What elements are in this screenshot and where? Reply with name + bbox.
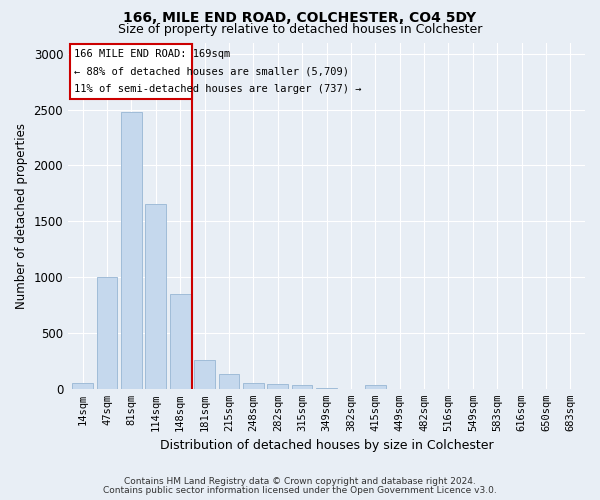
Text: 11% of semi-detached houses are larger (737) →: 11% of semi-detached houses are larger (… [74,84,362,94]
Bar [218,374,239,389]
Bar [121,112,142,389]
Y-axis label: Number of detached properties: Number of detached properties [15,122,28,308]
Text: Contains HM Land Registry data © Crown copyright and database right 2024.: Contains HM Land Registry data © Crown c… [124,478,476,486]
Bar [170,294,191,389]
X-axis label: Distribution of detached houses by size in Colchester: Distribution of detached houses by size … [160,440,493,452]
Bar [316,388,337,389]
Bar [292,386,313,389]
Bar [365,386,386,389]
Text: 166, MILE END ROAD, COLCHESTER, CO4 5DY: 166, MILE END ROAD, COLCHESTER, CO4 5DY [124,11,476,25]
Bar [243,382,264,389]
Bar [268,384,288,389]
Text: Size of property relative to detached houses in Colchester: Size of property relative to detached ho… [118,22,482,36]
Text: 166 MILE END ROAD: 169sqm: 166 MILE END ROAD: 169sqm [74,49,230,59]
Bar [73,383,93,389]
Bar [194,360,215,389]
Text: Contains public sector information licensed under the Open Government Licence v3: Contains public sector information licen… [103,486,497,495]
FancyBboxPatch shape [70,44,193,99]
Bar [97,277,118,389]
Text: ← 88% of detached houses are smaller (5,709): ← 88% of detached houses are smaller (5,… [74,66,349,76]
Bar [145,204,166,389]
